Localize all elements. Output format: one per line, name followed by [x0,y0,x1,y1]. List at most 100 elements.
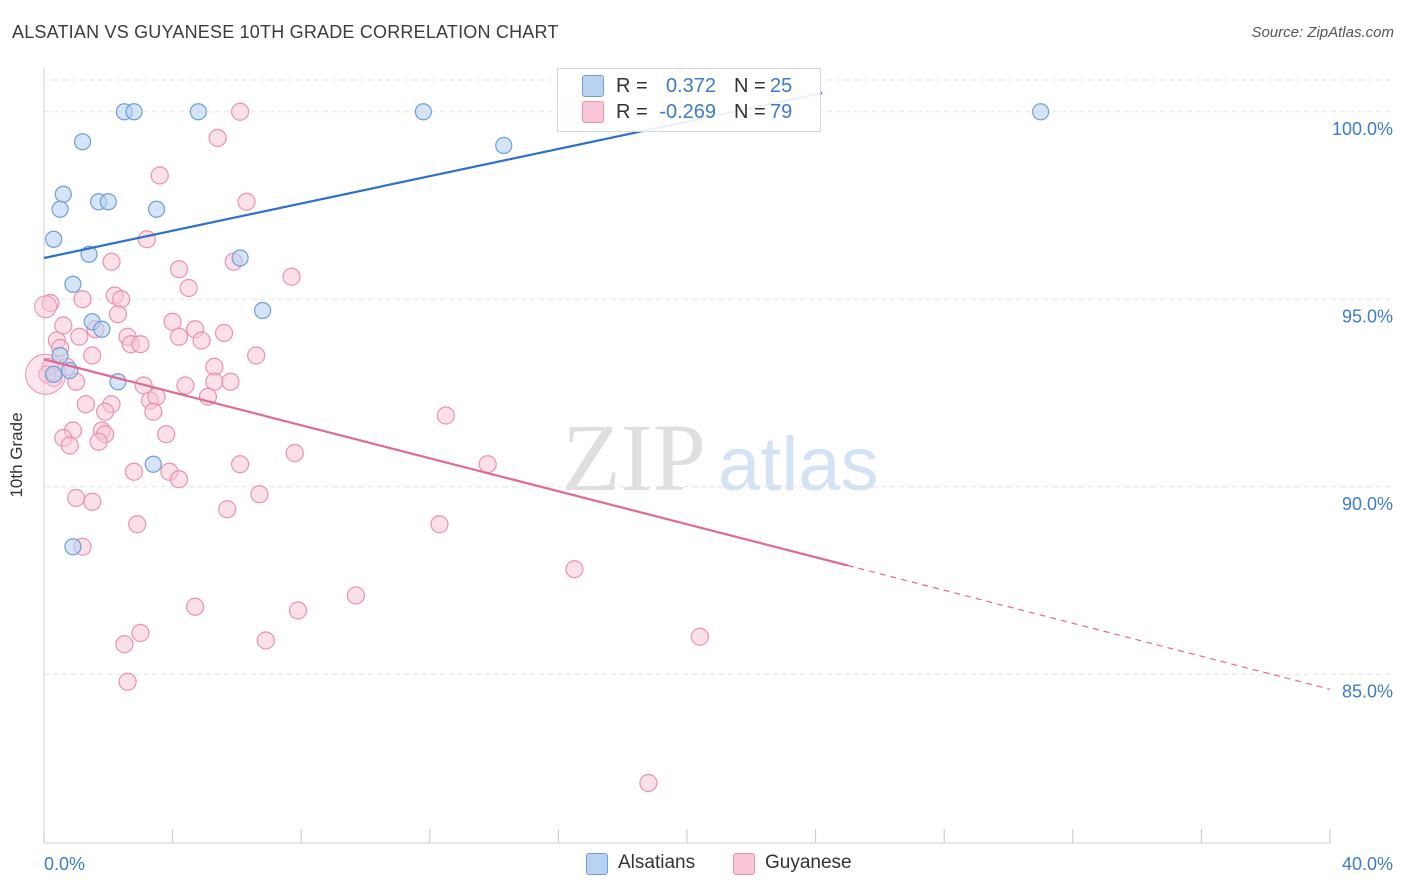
alsatians-point [45,230,63,248]
n-value: 79 [770,101,793,123]
guyanese-point [208,128,227,148]
guyanese-legend-swatch [733,853,755,875]
guyanese-point [118,672,137,691]
guyanese-point [430,515,449,534]
watermark-zip: ZIP [562,404,706,511]
guyanese-point [124,462,144,481]
guyanese-point [70,327,89,346]
alsatians-swatch [582,75,604,97]
tick-labels: 85.0% 90.0% 95.0% 100.0% 0.0% 40.0% [44,119,1393,874]
alsatians-point [495,136,513,155]
guyanese-point [214,323,234,343]
chart-title: ALSATIAN VS GUYANESE 10TH GRADE CORRELAT… [12,22,559,42]
grid-lines [44,79,1394,675]
alsatians-point [414,103,432,121]
guyanese-point [288,601,308,620]
legend-label-alsatians: Alsatians [618,852,696,873]
guyanese-trend-line [43,358,849,567]
r-label: R = [616,75,648,97]
guyanese-point [690,627,709,646]
y-tick-label: 90.0% [1342,494,1393,514]
guyanese-point [436,406,455,425]
n-label: N = [734,101,766,123]
guyanese-point [144,402,163,421]
guyanese-point [221,372,240,391]
y-axis-label: 10th Grade [7,412,26,498]
guyanese-point [73,290,92,309]
guyanese-point [83,346,102,365]
guyanese-point [115,635,134,654]
r-value: 0.372 [665,75,716,97]
alsatians-point [93,320,111,338]
guyanese-point [192,331,211,350]
guyanese-point [157,425,176,444]
alsatians-point [147,200,166,218]
watermark-atlas: atlas [718,422,879,507]
guyanese-point [565,560,584,579]
guyanese-point [231,102,250,121]
guyanese-point [285,443,304,463]
alsatians-point [254,301,272,320]
x-tick-label-min: 0.0% [44,854,85,874]
alsatians-point [64,538,82,556]
series-alsatians-points [45,103,1050,556]
guyanese-point [176,376,195,395]
x-tick-label-max: 40.0% [1342,854,1393,874]
guyanese-point [231,455,250,474]
guyanese-point [282,267,301,286]
guyanese-point [250,485,269,504]
guyanese-point-cluster [34,295,58,319]
guyanese-point [83,492,102,511]
y-tick-label: 100.0% [1332,119,1393,139]
guyanese-point [95,402,115,421]
guyanese-point [639,773,658,793]
alsatians-point [144,455,162,473]
guyanese-point [147,387,166,406]
trend-lines [43,91,1331,690]
watermark: ZIP atlas [562,404,879,511]
guyanese-point [478,455,497,474]
y-tick-label: 95.0% [1342,306,1393,326]
guyanese-point [137,230,156,249]
guyanese-point [186,597,205,616]
alsatians-point [45,365,63,383]
alsatians-point [125,103,143,121]
guyanese-point [108,305,128,324]
alsatians-point [99,193,117,211]
r-label: R = [616,101,648,123]
guyanese-point [346,586,365,605]
alsatians-point [189,103,207,121]
guyanese-point [128,515,147,534]
alsatians-point [51,200,69,218]
guyanese-point [218,500,237,519]
y-tick-label: 85.0% [1342,681,1393,701]
guyanese-trend-extension [847,564,1331,690]
guyanese-point [60,436,79,455]
r-value: -0.269 [659,101,716,123]
guyanese-point [131,335,150,354]
stats-legend: R = 0.372 N = 25 R = -0.269 N = 79 [557,68,821,132]
guyanese-point [169,260,189,279]
guyanese-point [256,631,275,650]
guyanese-point [131,623,150,643]
legend-label-guyanese: Guyanese [765,852,852,873]
guyanese-point [169,470,189,489]
guyanese-swatch [582,101,604,123]
guyanese-point [163,312,182,331]
guyanese-point [247,346,266,365]
axes [43,68,1331,844]
n-value: 25 [770,75,793,97]
guyanese-point [54,316,73,335]
alsatians-legend-swatch [586,853,608,875]
guyanese-point [237,192,256,211]
guyanese-point [169,327,189,346]
chart-source: Source: ZipAtlas.com [1251,24,1394,41]
alsatians-point [231,249,249,267]
alsatians-point [73,133,92,151]
alsatians-point [1032,103,1050,121]
guyanese-point [150,166,169,185]
guyanese-point [76,395,95,414]
guyanese-point [89,432,108,451]
guyanese-point [179,278,198,298]
